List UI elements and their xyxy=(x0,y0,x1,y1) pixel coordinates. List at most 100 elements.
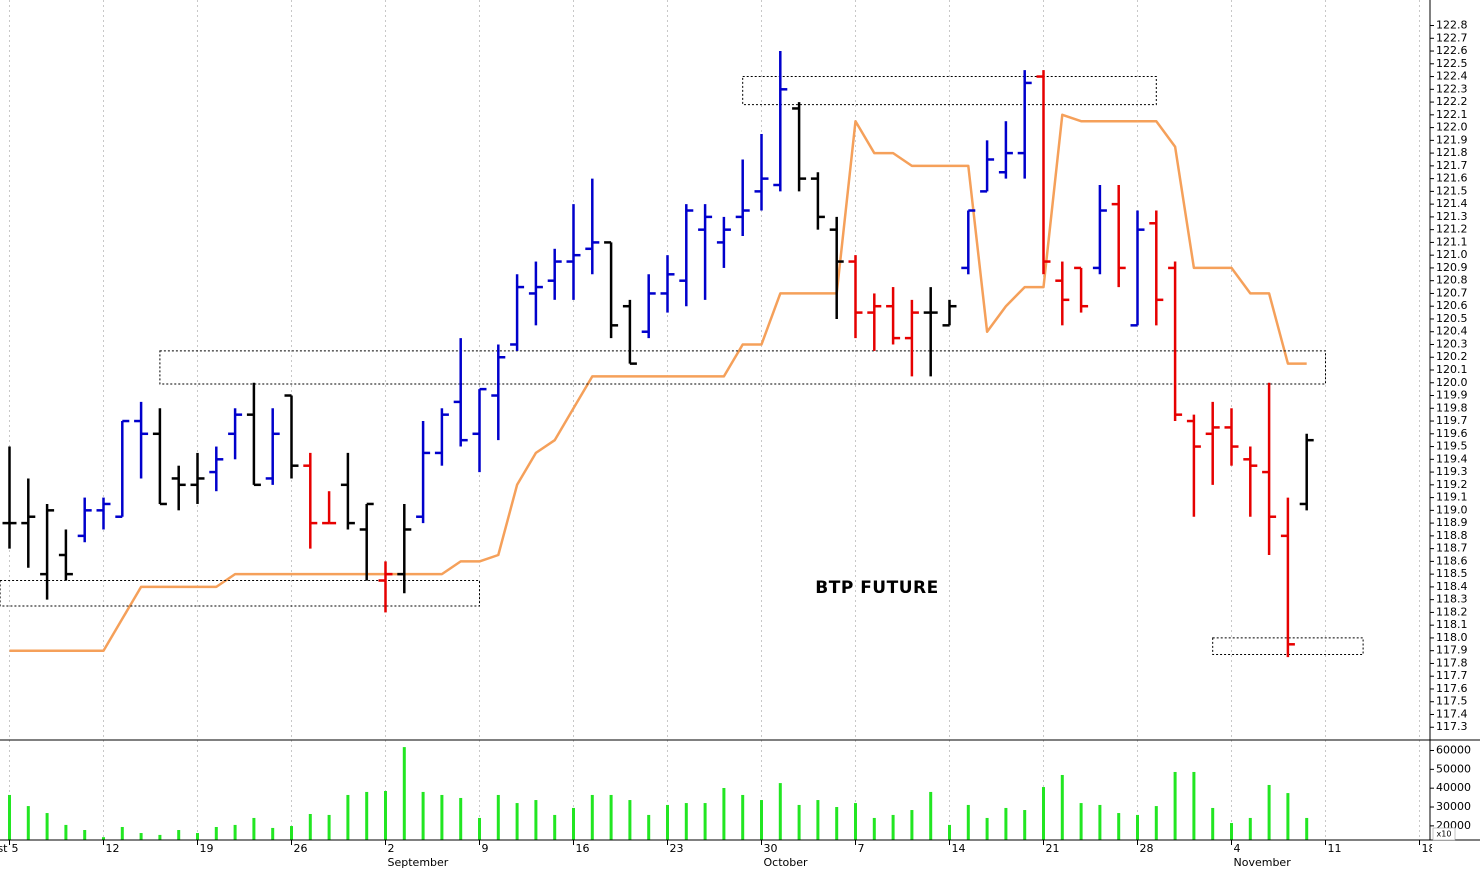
volume-bar xyxy=(421,791,425,840)
x-tick-label: 21 xyxy=(1046,842,1060,855)
zone xyxy=(159,350,1326,385)
x-tick-label: 16 xyxy=(576,842,590,855)
volume-bar xyxy=(1211,807,1215,840)
y-tick-label: 121.1 xyxy=(1436,235,1468,248)
y-tick-label: 121.8 xyxy=(1436,146,1468,159)
y-tick-label: 118.2 xyxy=(1436,605,1468,618)
x-tick-label: 18 xyxy=(1422,842,1436,855)
volume-bar xyxy=(929,791,933,840)
x-axis-labels: 5 12 19 26 2 9 16 23 30 7 14 21 28 4 11 18 August Septemb… xyxy=(0,842,1436,869)
volume-bar xyxy=(628,800,632,840)
y-tick-label: 122.7 xyxy=(1436,31,1468,44)
y-tick-label: 120.5 xyxy=(1436,312,1468,325)
multiplier-label: x10 xyxy=(1437,830,1452,839)
y-tick-label: 117.5 xyxy=(1436,695,1468,708)
x-tick-label: 5 xyxy=(12,842,19,855)
y-tick-label: 120.0 xyxy=(1436,376,1468,389)
x-tick-label: 23 xyxy=(670,842,684,855)
y-tick-label: 122.3 xyxy=(1436,82,1468,95)
volume-bar xyxy=(45,813,49,840)
y-tick-label: 119.9 xyxy=(1436,389,1468,402)
volume-bar xyxy=(910,810,914,840)
y-tick-label: 118.3 xyxy=(1436,593,1468,606)
volume-bar xyxy=(83,830,87,840)
volume-bar xyxy=(797,804,801,840)
y-tick-label: 117.4 xyxy=(1436,707,1468,720)
volume-bar xyxy=(835,807,839,840)
volume-bar xyxy=(515,803,519,840)
volume-bar xyxy=(26,806,30,840)
volume-bar xyxy=(553,814,557,840)
y-tick-label: 50000 xyxy=(1436,762,1471,775)
volume-bar xyxy=(966,804,970,840)
y-tick-label: 120.8 xyxy=(1436,274,1468,287)
y-tick-label: 119.7 xyxy=(1436,414,1468,427)
y-tick-label: 122.0 xyxy=(1436,121,1468,134)
x-tick-label: 26 xyxy=(294,842,308,855)
y-tick-label: 120.6 xyxy=(1436,299,1468,312)
volume-bar xyxy=(1154,806,1158,840)
y-tick-label: 118.4 xyxy=(1436,580,1468,593)
y-tick-label: 121.7 xyxy=(1436,159,1468,172)
x-tick-label: 4 xyxy=(1234,842,1241,855)
y-tick-label: 119.1 xyxy=(1436,491,1468,504)
y-tick-label: 60000 xyxy=(1436,743,1471,756)
volume-bar xyxy=(346,794,350,840)
y-tick-label: 118.7 xyxy=(1436,542,1468,555)
y-tick-label: 30000 xyxy=(1436,800,1471,813)
y-tick-label: 120.3 xyxy=(1436,337,1468,350)
volume-bar xyxy=(666,804,669,840)
y-tick-label: 122.6 xyxy=(1436,44,1468,57)
volume-bar xyxy=(177,830,181,840)
y-tick-label: 119.5 xyxy=(1436,440,1468,453)
volume-bar xyxy=(590,794,594,840)
y-tick-label: 117.3 xyxy=(1436,720,1468,733)
grid xyxy=(9,0,1420,840)
volume-bar xyxy=(854,803,857,840)
x-tick-label: 11 xyxy=(1328,842,1342,855)
volume-bar xyxy=(609,794,613,840)
x-tick-label: 9 xyxy=(482,842,489,855)
indicator-line xyxy=(9,113,1307,652)
volume-bar xyxy=(1192,771,1196,840)
y-tick-label: 118.8 xyxy=(1436,529,1468,542)
month-label: November xyxy=(1234,856,1292,869)
y-tick-label: 120.9 xyxy=(1436,261,1468,274)
x-tick-label: 2 xyxy=(388,842,395,855)
volume-bar xyxy=(1305,817,1309,840)
volume-bar xyxy=(365,791,369,840)
volume-bar xyxy=(478,817,481,840)
volume-bar xyxy=(271,827,275,840)
volume-bar xyxy=(684,803,688,840)
volume-bar xyxy=(496,794,500,840)
y-tick-label: 122.1 xyxy=(1436,108,1468,121)
y-tick-label: 120.4 xyxy=(1436,325,1468,338)
volume-bar xyxy=(459,797,463,840)
x-tick-label: 19 xyxy=(200,842,214,855)
x-tick-label: 28 xyxy=(1140,842,1154,855)
y-tick-label: 121.2 xyxy=(1436,223,1468,236)
volume-bar xyxy=(64,824,68,840)
y-tick-label: 122.5 xyxy=(1436,57,1468,70)
zone xyxy=(742,76,1157,106)
y-tick-label: 117.6 xyxy=(1436,682,1468,695)
volume-bar xyxy=(139,833,143,840)
volume-bar xyxy=(1004,807,1008,840)
y-tick-label: 117.7 xyxy=(1436,669,1468,682)
y-tick-label: 118.6 xyxy=(1436,554,1468,567)
volume-bar xyxy=(741,794,745,840)
volume-bar xyxy=(1248,817,1252,840)
y-tick-label: 119.3 xyxy=(1436,465,1468,478)
y-tick-label: 121.4 xyxy=(1436,197,1468,210)
volume-bar xyxy=(572,807,575,840)
axes: 117.3117.4117.5117.6117.7117.8117.9118.0… xyxy=(0,0,1480,845)
y-tick-label: 121.3 xyxy=(1436,210,1468,223)
volume-panel xyxy=(8,747,1309,840)
y-tick-label: 120.7 xyxy=(1436,286,1468,299)
annotation: BTP FUTURE xyxy=(815,578,938,598)
volume-bar xyxy=(327,814,331,840)
volume-bar xyxy=(1042,787,1045,840)
volume-bar xyxy=(891,814,895,840)
month-label: September xyxy=(388,856,449,869)
